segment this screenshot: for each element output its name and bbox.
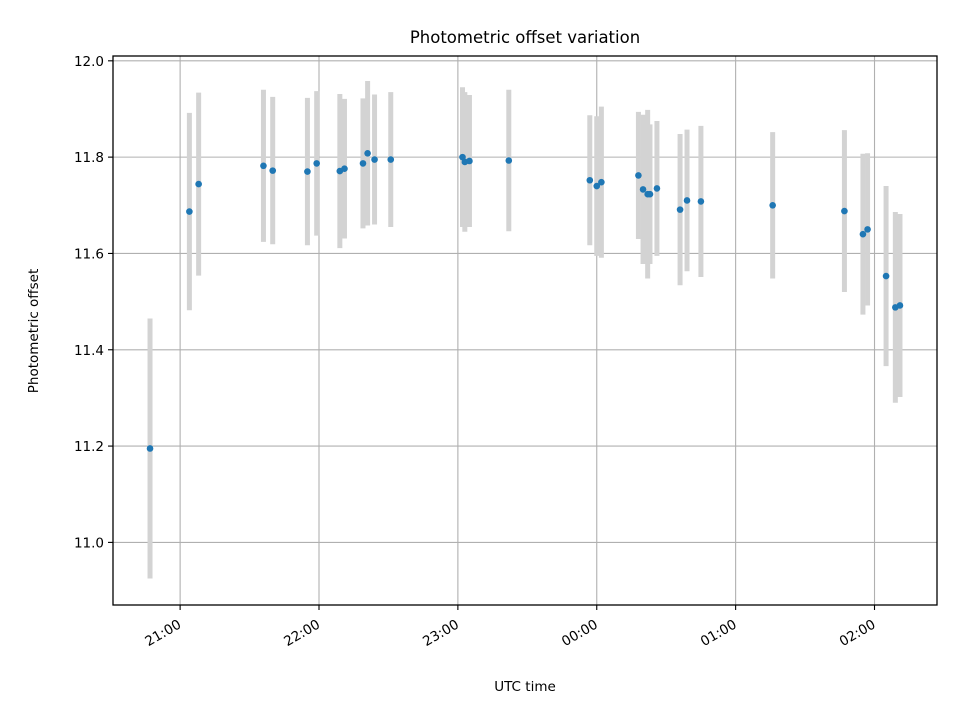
data-point [882, 272, 890, 280]
data-point [341, 165, 348, 172]
data-point [635, 172, 642, 179]
y-tick-label: 11.8 [74, 150, 104, 166]
data-point [304, 168, 311, 175]
data-point [313, 160, 320, 167]
x-tick-label: 00:00 [559, 617, 601, 650]
x-tick-label: 22:00 [281, 617, 323, 650]
y-tick-label: 11.6 [74, 246, 104, 262]
data-point [683, 197, 691, 204]
y-tick-label: 11.2 [74, 439, 104, 455]
x-tick-label: 02:00 [837, 617, 879, 650]
y-tick-label: 11.0 [74, 535, 104, 551]
x-tick-label: 23:00 [420, 617, 462, 650]
y-tick-label: 12.0 [74, 54, 104, 70]
data-point [371, 156, 378, 163]
data-point [359, 160, 367, 167]
data-point [364, 149, 371, 157]
error-bars [147, 81, 903, 579]
x-axis-label: UTC time [494, 679, 556, 695]
data-points [146, 149, 904, 452]
grid [113, 56, 937, 605]
data-point [195, 180, 202, 188]
data-point [586, 176, 594, 184]
data-point [697, 198, 705, 205]
data-point [841, 207, 848, 215]
data-point [864, 226, 871, 233]
data-point [146, 445, 154, 452]
data-point [260, 162, 267, 170]
data-point [505, 157, 513, 164]
plot-frame [112, 55, 938, 606]
chart-title: Photometric offset variation [410, 28, 640, 47]
y-tick-label: 11.4 [74, 343, 104, 359]
data-point [466, 157, 473, 165]
data-point [186, 208, 193, 215]
x-tick-label: 01:00 [698, 617, 740, 650]
data-point [598, 178, 605, 186]
data-point [653, 185, 661, 192]
data-point [859, 230, 867, 238]
data-point [769, 201, 776, 209]
data-point [593, 182, 601, 190]
data-point [269, 167, 277, 174]
y-axis-label: Photometric offset [26, 269, 42, 393]
data-point [639, 186, 647, 193]
data-point [387, 156, 395, 163]
data-point [646, 190, 654, 198]
x-axis: 21:00 22:00 23:00 00:00 01:00 02:00 [142, 605, 879, 650]
data-point [896, 302, 904, 309]
y-axis: 11.0 11.2 11.4 11.6 11.8 12.0 [74, 54, 113, 551]
x-tick-label: 21:00 [142, 617, 184, 650]
data-point [676, 206, 684, 213]
